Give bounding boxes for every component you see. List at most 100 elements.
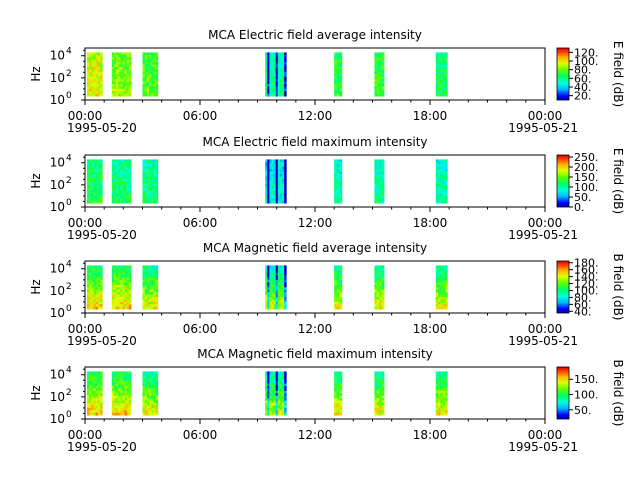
spectrogram-cell: [442, 267, 446, 271]
spectrogram-cell: [153, 74, 157, 78]
spectrogram-cell: [271, 306, 274, 310]
spectrogram-cell: [438, 198, 441, 202]
spectrogram-cell: [146, 183, 150, 187]
spectrogram-cell: [265, 52, 268, 56]
spectrogram-cell: [374, 400, 378, 404]
spectrogram-cell: [97, 304, 101, 308]
spectrogram-cell: [126, 282, 130, 286]
spectrogram-cell: [435, 306, 439, 310]
spectrogram-cell: [267, 164, 270, 168]
spectrogram-cell: [124, 76, 128, 80]
spectrogram-cell: [279, 272, 283, 276]
spectrogram-cell: [444, 193, 448, 197]
spectrogram-cell: [444, 71, 448, 75]
spectrogram-cell: [146, 81, 150, 85]
spectrogram-cell: [155, 81, 159, 85]
spectrogram-cell: [149, 166, 152, 170]
spectrogram-cell: [282, 159, 285, 163]
spectrogram-cell: [271, 267, 274, 271]
spectrogram-cell: [86, 159, 90, 163]
spectrogram-cell: [118, 284, 121, 288]
spectrogram-cell: [442, 306, 446, 310]
spectrogram-cell: [277, 159, 281, 163]
spectrogram-cell: [376, 265, 380, 269]
spectrogram-cell: [124, 93, 128, 97]
spectrogram-cell: [155, 198, 159, 202]
spectrogram-cell: [128, 159, 132, 163]
spectrogram-cell: [95, 190, 99, 194]
spectrogram-cell: [442, 383, 446, 387]
spectrogram-cell: [284, 66, 287, 70]
spectrogram-cell: [275, 393, 279, 397]
spectrogram-cell: [273, 171, 277, 175]
spectrogram-cell: [279, 66, 283, 70]
spectrogram-cell: [144, 385, 148, 389]
spectrogram-cell: [271, 81, 274, 85]
spectrogram-cell: [336, 62, 340, 65]
spectrogram-cell: [122, 190, 126, 194]
spectrogram-cell: [438, 296, 441, 300]
spectrogram-cell: [284, 171, 287, 175]
spectrogram-cell: [265, 405, 268, 409]
spectrogram-cell: [91, 381, 94, 384]
spectrogram-cell: [277, 171, 281, 175]
spectrogram-cell: [142, 395, 146, 399]
spectrogram-cell: [269, 57, 272, 61]
spectrogram-cell: [97, 173, 101, 177]
spectrogram-cell: [155, 296, 159, 300]
spectrogram-cell: [93, 405, 97, 409]
spectrogram-cell: [116, 398, 119, 401]
spectrogram-cell: [435, 390, 439, 394]
spectrogram-cell: [111, 93, 115, 97]
spectrogram-cell: [149, 83, 152, 87]
spectrogram-cell: [435, 171, 439, 175]
spectrogram-cell: [336, 373, 340, 377]
spectrogram-cell: [91, 296, 94, 300]
spectrogram-cell: [275, 57, 279, 61]
spectrogram-cell: [442, 69, 446, 73]
spectrogram-cell: [374, 296, 378, 300]
spectrogram-cell: [95, 292, 99, 295]
spectrogram-cell: [142, 66, 146, 70]
spectrogram-cell: [144, 54, 148, 58]
spectrogram-cell: [267, 178, 270, 182]
spectrogram-cell: [113, 301, 117, 305]
spectrogram-cell: [282, 383, 285, 387]
spectrogram-cell: [95, 57, 99, 61]
spectrogram-cell: [113, 198, 117, 202]
spectrogram-cell: [279, 400, 283, 404]
spectrogram-cell: [91, 159, 94, 163]
spectrogram-cell: [381, 296, 385, 300]
spectrogram-cell: [151, 64, 154, 68]
spectrogram-cell: [374, 279, 378, 283]
spectrogram-cell: [128, 161, 132, 165]
spectrogram-cell: [91, 294, 94, 298]
spectrogram-cell: [118, 159, 121, 163]
spectrogram-cell: [336, 186, 340, 189]
spectrogram-cell: [120, 306, 123, 310]
spectrogram-cell: [277, 52, 281, 56]
spectrogram-cell: [153, 275, 157, 278]
spectrogram-cell: [142, 71, 146, 75]
spectrogram-cell: [269, 272, 272, 276]
spectrogram-cell: [267, 275, 270, 278]
spectrogram-cell: [86, 373, 90, 377]
spectrogram-cell: [284, 200, 287, 204]
spectrogram-cell: [86, 93, 90, 97]
spectrogram-cell: [113, 69, 117, 73]
spectrogram-cell: [435, 381, 439, 384]
spectrogram-cell: [111, 395, 115, 399]
spectrogram-cell: [334, 79, 338, 82]
spectrogram-cell: [376, 186, 380, 189]
spectrogram-cell: [374, 383, 378, 387]
spectrogram-cell: [275, 267, 279, 271]
spectrogram-cell: [339, 383, 343, 387]
spectrogram-cell: [89, 76, 92, 80]
spectrogram-cell: [116, 91, 119, 95]
spectrogram-cell: [435, 284, 439, 288]
spectrogram-cell: [379, 376, 383, 380]
spectrogram-cell: [128, 395, 132, 399]
spectrogram-cell: [146, 402, 150, 406]
spectrogram-cell: [89, 164, 92, 168]
spectrogram-cell: [376, 296, 380, 300]
